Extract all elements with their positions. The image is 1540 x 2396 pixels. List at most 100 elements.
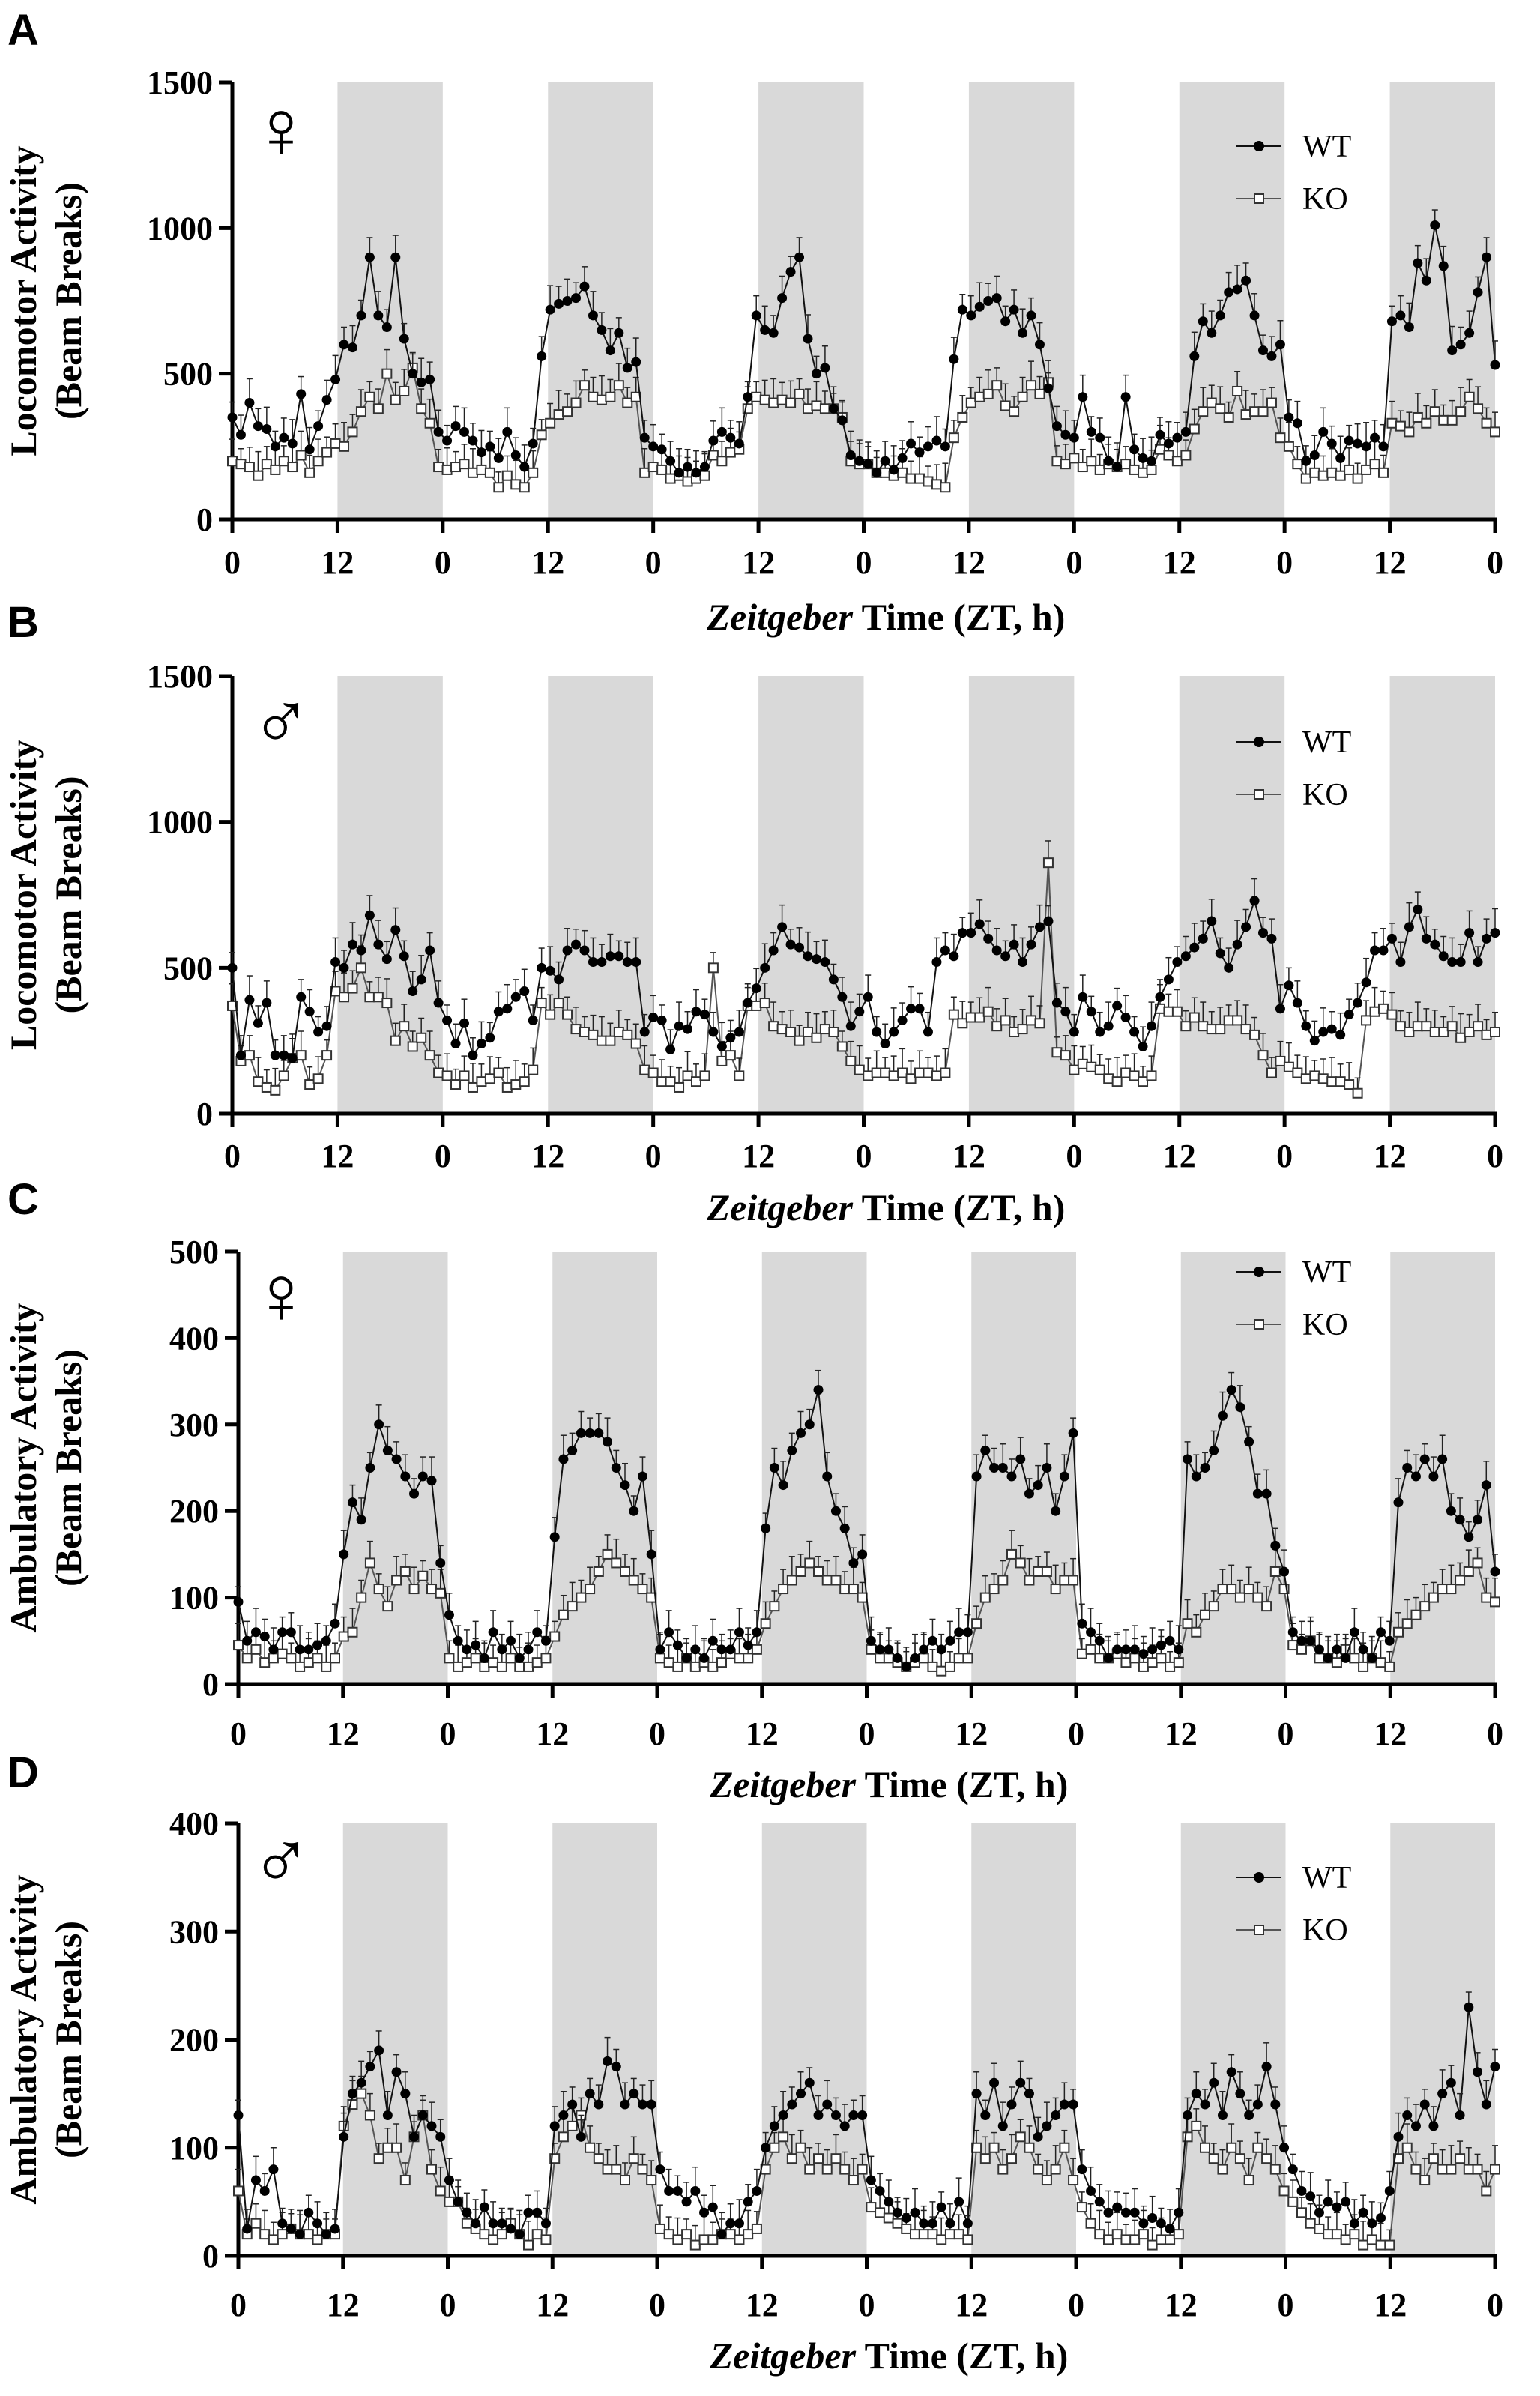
data-point-wt [1344, 435, 1354, 446]
data-point-wt [253, 1018, 263, 1028]
data-point-ko [751, 1000, 762, 1011]
data-point-ko [1206, 1024, 1217, 1035]
panel-letter: D [7, 1748, 39, 1797]
data-point-ko [997, 1575, 1009, 1586]
data-point-ko [1410, 2164, 1422, 2175]
data-point-ko [355, 962, 366, 974]
data-point-wt [510, 992, 521, 1002]
data-point-ko [545, 417, 556, 429]
data-point-wt [1323, 1653, 1333, 1663]
data-point-wt [845, 450, 856, 460]
data-point-wt [408, 986, 418, 996]
data-point-ko [768, 1021, 779, 1032]
data-point-ko [1344, 464, 1355, 475]
data-point-wt [655, 1644, 665, 1655]
data-point-ko [813, 1566, 824, 1577]
data-point-wt [1163, 974, 1174, 985]
data-point-wt [1059, 1471, 1069, 1482]
data-point-ko [390, 1035, 401, 1046]
data-point-ko [1147, 2239, 1158, 2251]
x-tick-label: 12 [952, 544, 985, 581]
legend: WT KO [1236, 1861, 1351, 1948]
legend-label-ko: KO [1302, 182, 1348, 217]
series-ko [227, 840, 1500, 1099]
data-point-wt [1446, 1506, 1456, 1516]
data-point-wt [585, 2089, 595, 2099]
data-point-ko [1223, 411, 1234, 423]
data-point-wt [761, 1523, 771, 1533]
data-point-ko [821, 2164, 833, 2175]
data-point-wt [233, 2110, 244, 2120]
data-point-ko [562, 406, 573, 417]
data-point-wt [321, 1021, 332, 1031]
data-point-wt [571, 939, 582, 950]
data-point-ko [553, 409, 564, 420]
data-point-wt [1384, 2185, 1395, 2196]
data-point-wt [743, 392, 753, 402]
data-point-wt [681, 1653, 692, 1663]
data-point-wt [674, 1021, 684, 1031]
x-tick-label: 12 [955, 1715, 988, 1752]
data-point-wt [1309, 450, 1320, 460]
data-point-ko [759, 998, 770, 1009]
data-point-wt [1129, 2207, 1140, 2218]
data-point-ko [364, 2110, 375, 2121]
data-point-wt [296, 389, 307, 399]
data-point-ko [965, 1012, 976, 1023]
data-point-wt [227, 412, 238, 423]
data-point-wt [743, 1640, 753, 1650]
data-point-ko [347, 1626, 358, 1638]
data-point-ko [1472, 2164, 1483, 2175]
data-point-wt [1147, 2213, 1158, 2224]
data-point-wt [1428, 2121, 1439, 2131]
data-point-ko [622, 1029, 633, 1040]
data-point-wt [1332, 1644, 1342, 1655]
data-point-wt [1191, 2089, 1201, 2099]
data-point-ko [1296, 2207, 1307, 2218]
data-point-wt [1447, 957, 1458, 968]
data-point-wt [605, 951, 615, 962]
data-point-ko [488, 1657, 499, 1668]
data-point-ko [918, 2229, 929, 2240]
x-axis-label: Zeitgeber Time (ZT, h) [707, 596, 1066, 638]
data-point-wt [277, 1627, 288, 1638]
data-point-ko [1412, 1021, 1423, 1032]
data-point-wt [1200, 1463, 1210, 1473]
data-point-wt [1189, 942, 1200, 953]
data-point-wt [1361, 441, 1371, 452]
data-point-wt [514, 2229, 525, 2239]
data-point-wt [1437, 1454, 1448, 1464]
data-point-ko [1249, 406, 1260, 417]
data-point-ko [848, 2175, 859, 2186]
data-point-wt [897, 453, 908, 463]
data-point-wt [313, 421, 324, 432]
data-point-ko [1076, 1648, 1087, 1659]
data-point-ko [287, 462, 298, 473]
data-point-ko [505, 1653, 516, 1664]
data-point-wt [672, 2185, 683, 2196]
data-point-wt [1094, 2197, 1105, 2207]
x-tick-label: 0 [224, 1138, 241, 1174]
data-point-ko [613, 1026, 624, 1037]
data-point-wt [304, 1007, 315, 1017]
data-point-wt [716, 1644, 727, 1655]
data-point-wt [1138, 453, 1148, 463]
data-point-ko [804, 1557, 815, 1569]
data-point-wt [672, 1640, 683, 1650]
data-point-wt [743, 2197, 753, 2207]
data-point-wt [493, 1007, 504, 1017]
x-axis-label-italic: Zeitgeber [710, 2335, 857, 2377]
x-tick-label: 12 [531, 1138, 564, 1174]
x-tick-label: 0 [1487, 1138, 1503, 1174]
data-point-ko [390, 394, 401, 405]
data-point-ko [611, 1557, 622, 1569]
data-point-ko [1490, 1596, 1500, 1608]
data-point-ko [734, 1070, 745, 1081]
data-point-ko [1410, 1609, 1422, 1620]
data-point-ko [905, 473, 917, 484]
data-point-ko [1182, 1618, 1193, 1629]
data-point-wt [1024, 1488, 1034, 1499]
data-point-wt [576, 2131, 586, 2142]
dark-phase [1180, 1823, 1286, 2256]
